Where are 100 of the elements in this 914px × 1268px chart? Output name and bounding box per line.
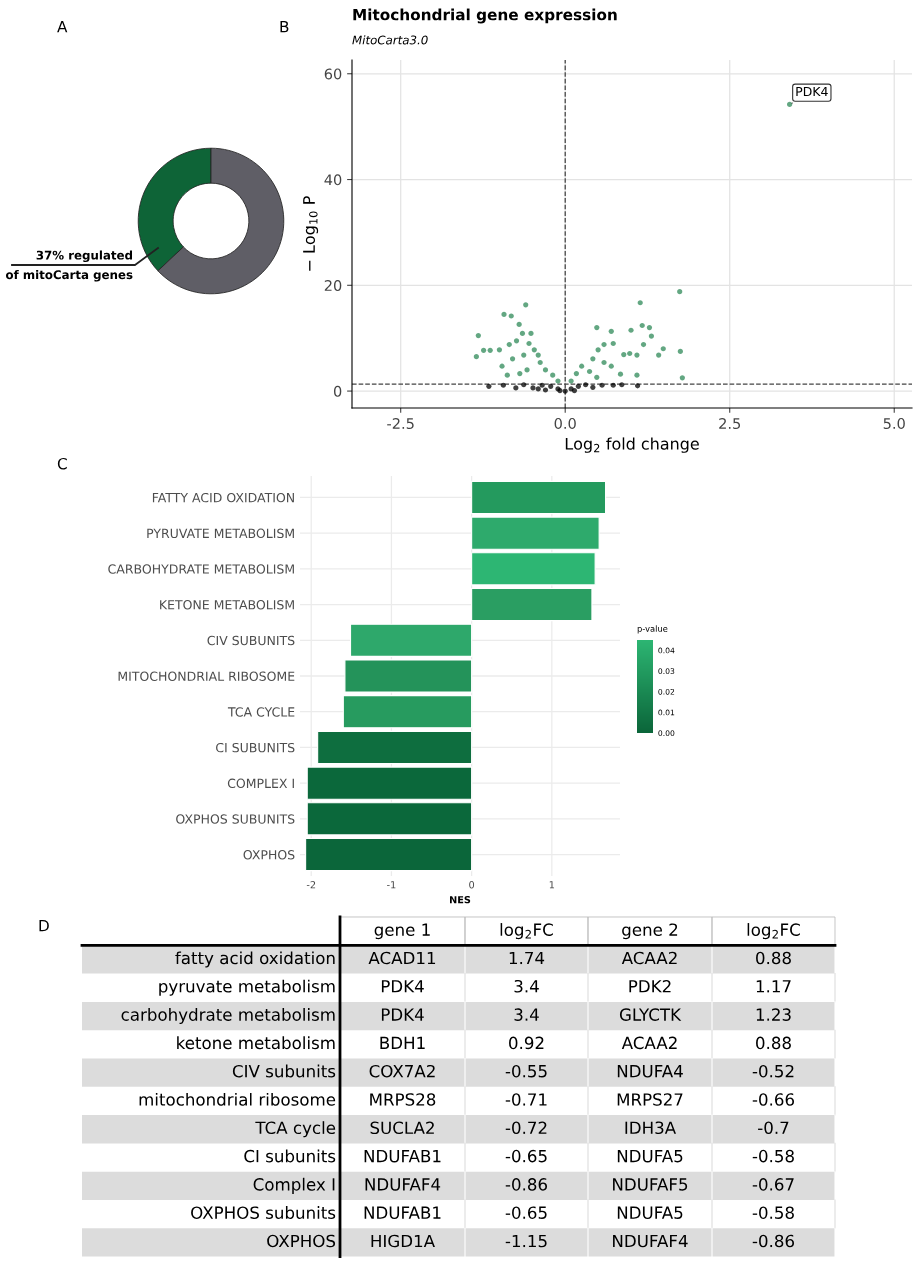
point: [523, 302, 529, 308]
x-tick-label: 0: [469, 881, 475, 889]
text: ACAA2: [621, 1036, 677, 1050]
point: [513, 338, 520, 344]
y-tick-label: COMPLEX I: [227, 778, 294, 789]
text: ACAA2: [621, 951, 677, 965]
bar: [342, 695, 473, 729]
point: [535, 386, 541, 392]
point: [509, 356, 516, 362]
point: [634, 352, 640, 358]
x-tick-label: 0.0: [554, 417, 576, 430]
point: [610, 340, 616, 347]
text: C: [57, 457, 67, 470]
point: [648, 333, 655, 339]
text: BDH1: [380, 1036, 425, 1049]
text: 37% regulated of mitoCarta genes: [5, 250, 133, 282]
category-label: OXPHOS subunits: [191, 1206, 336, 1219]
y-tick-label: 0: [333, 385, 342, 397]
point: [519, 330, 526, 337]
bar: [306, 802, 473, 836]
text: -0.58: [752, 1206, 794, 1219]
text: -0.55: [505, 1064, 547, 1078]
x-axis-title: Log$_{2}$ fold change: [565, 437, 699, 453]
point: [575, 383, 581, 389]
point: [542, 387, 549, 393]
text: D: [39, 920, 49, 932]
bar: [471, 516, 600, 550]
y-tick-label: OXPHOS SUBUNITS: [176, 814, 295, 824]
point: [508, 313, 514, 319]
text: 0.88: [756, 1036, 791, 1050]
point: [617, 371, 624, 377]
point: [634, 383, 641, 389]
point: [634, 372, 640, 378]
point: [583, 382, 589, 388]
point: [594, 325, 600, 331]
point: [586, 368, 593, 375]
y-tick-label: CI SUBUNITS: [216, 742, 295, 753]
point: [601, 341, 607, 348]
point: [501, 311, 507, 317]
point: [660, 346, 666, 352]
point: [628, 327, 634, 333]
text: A: [57, 21, 68, 33]
y-tick-label: 20: [324, 280, 342, 292]
point: [637, 300, 643, 306]
point: [646, 325, 653, 331]
point: [573, 371, 579, 377]
point: [496, 347, 502, 353]
point: [571, 387, 578, 394]
category-label: CIV subunits: [232, 1064, 336, 1078]
point: [639, 322, 645, 329]
category-label: pyruvate metabolism: [159, 979, 335, 996]
chart-subtitle: MitoCarta3.0: [352, 35, 428, 45]
y-tick-label: FATTY ACID OXIDATION: [152, 492, 294, 503]
bar: [317, 730, 473, 765]
point: [677, 289, 683, 295]
text: GLYCTK: [619, 1008, 682, 1021]
y-tick-label: TCA CYCLE: [227, 707, 295, 717]
category-label: log$_{2}$FC: [747, 923, 800, 940]
point: [679, 375, 685, 381]
text: -0.72: [505, 1121, 547, 1135]
y-tick-label: MITOCHONDRIAL RIBOSOME: [118, 671, 295, 681]
x-axis-title: NES: [450, 896, 471, 904]
point: [550, 372, 556, 378]
text: -0.65: [505, 1206, 547, 1219]
text: 1.23: [756, 1008, 791, 1021]
text: 1.17: [756, 980, 791, 993]
text: -0.65: [505, 1149, 547, 1163]
point: [528, 330, 534, 337]
bar: [471, 587, 593, 622]
point: [506, 341, 512, 348]
text: NDUFAF5: [613, 1178, 688, 1191]
point: [608, 363, 614, 369]
bar: [349, 623, 473, 657]
category-label: CI subunits: [244, 1149, 336, 1163]
point: [627, 350, 633, 357]
point: [555, 378, 561, 384]
point: [531, 347, 537, 353]
text: COX7A2: [369, 1064, 435, 1078]
text: SUCLA2: [370, 1121, 434, 1135]
text: IDH3A: [625, 1121, 676, 1135]
point: [473, 354, 479, 360]
color-bar-title: p-value: [637, 625, 668, 634]
point: [513, 385, 519, 391]
bar: [344, 659, 473, 693]
text: ACAD11: [368, 951, 436, 965]
point: [516, 321, 522, 328]
text: NDUFA4: [617, 1065, 683, 1078]
text: PDK4: [381, 1008, 424, 1021]
text: 3.4: [514, 1008, 539, 1021]
point: [530, 385, 536, 391]
category-label: gene 1: [374, 923, 430, 940]
bar: [305, 837, 473, 872]
text: -0.67: [752, 1178, 794, 1191]
y-tick-label: 40: [324, 174, 342, 186]
point: [517, 371, 523, 377]
point: [542, 367, 549, 373]
point: [487, 347, 493, 353]
category-label: fatty acid oxidation: [175, 951, 335, 968]
point: [504, 372, 510, 378]
chart-title: Mitochondrial gene expression: [353, 8, 617, 24]
